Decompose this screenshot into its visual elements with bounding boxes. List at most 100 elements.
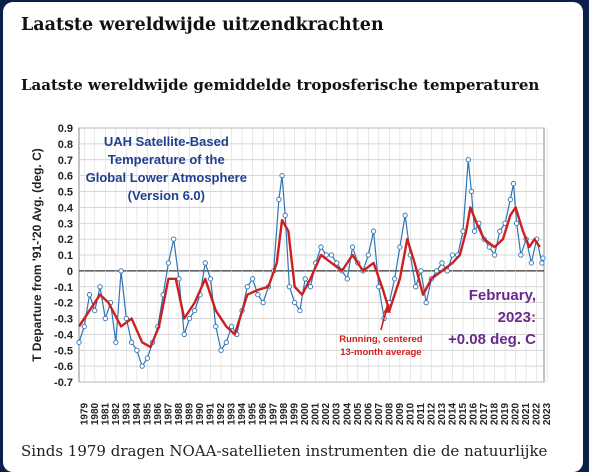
chart-title-line: UAH Satellite-Based (104, 134, 229, 149)
series-monthly-point (539, 260, 545, 266)
x-tick-label: 1980 (90, 402, 101, 425)
series-monthly-point (540, 255, 546, 261)
chart-title-line: Temperature of the (108, 152, 225, 167)
x-tick-label: 2013 (437, 402, 448, 425)
series-monthly-point (349, 244, 356, 250)
series-monthly-point (468, 188, 475, 195)
series-monthly-point (97, 284, 103, 290)
x-tick-label: 1998 (279, 402, 290, 425)
series-monthly-point (439, 260, 445, 266)
x-tick-label: 2002 (321, 402, 332, 425)
series-monthly-point (171, 236, 177, 242)
x-tick-label: 1987 (163, 402, 174, 425)
series-monthly-point (486, 244, 492, 250)
y-tick-label: 0.5 (58, 187, 73, 199)
series-monthly-point (491, 252, 498, 258)
series-monthly-point (81, 323, 87, 330)
x-tick-label: 1981 (100, 402, 111, 425)
section-subheading: Laatste wereldwijde gemiddelde troposfer… (21, 76, 540, 94)
x-tick-label: 2016 (469, 402, 480, 425)
series-monthly-point (276, 196, 282, 203)
x-tick-label: 2014 (447, 402, 458, 425)
series-monthly-point (165, 260, 172, 266)
x-tick-label: 2012 (426, 402, 437, 425)
chart-title-line: Global Lower Atmosphere (86, 170, 247, 185)
series-monthly-point (176, 276, 182, 282)
y-tick-label: 0.8 (58, 139, 73, 151)
series-monthly-point (413, 284, 419, 290)
x-tick-label: 1989 (184, 402, 195, 425)
x-tick-label: 2005 (353, 402, 364, 425)
x-tick-label: 2019 (500, 402, 511, 425)
y-axis-label: T Departure from '91-'20 Avg. (deg. C) (30, 148, 44, 362)
series-monthly-point (186, 315, 193, 322)
series-monthly-point (497, 228, 503, 234)
running-average-label: Running, centered (339, 334, 423, 345)
series-monthly-point (292, 299, 298, 306)
series-monthly-point (260, 299, 266, 306)
y-tick-label: 0.4 (58, 202, 74, 214)
temperature-chart: 0.9 0.8 0.7 0.6 0.5 0.4 0.3 0.2 0.1 0 -0.1 -0.2 -0.3… (19, 112, 554, 437)
x-tick-label: 2010 (405, 402, 416, 425)
series-monthly-point (139, 363, 145, 369)
y-tick-label: 0.3 (58, 218, 73, 230)
y-tick-label: -0.2 (54, 298, 73, 310)
x-tick-label: 2023 (542, 402, 553, 425)
series-monthly-point (513, 220, 520, 226)
x-tick-label: 2000 (300, 402, 311, 425)
x-tick-label: 1996 (258, 402, 269, 425)
x-tick-label: 2003 (332, 402, 343, 425)
latest-value-annotation: +0.08 deg. C (448, 331, 536, 348)
series-monthly-point (418, 268, 424, 274)
series-monthly-point (144, 355, 151, 361)
series-monthly-point (444, 268, 450, 274)
x-tick-label: 2020 (511, 402, 522, 425)
series-monthly-point (207, 276, 214, 282)
series-monthly-point (102, 315, 108, 322)
series-monthly-point (113, 339, 119, 345)
series-monthly-point (391, 276, 398, 282)
series-monthly-point (318, 244, 324, 250)
series-monthly-point (471, 228, 478, 234)
x-tick-label: 2006 (363, 402, 374, 425)
x-tick-label: 2015 (458, 402, 469, 425)
series-monthly-point (282, 212, 288, 218)
series-monthly-point (518, 252, 524, 258)
series-monthly-point (279, 172, 285, 179)
series-monthly-point (228, 323, 235, 330)
y-tick-label: -0.4 (54, 329, 74, 341)
series-monthly-point (423, 299, 429, 306)
y-tick-label: -0.3 (54, 314, 73, 326)
series-monthly-point (213, 323, 219, 330)
y-tick-label: 0.2 (58, 234, 73, 246)
x-tick-label: 1995 (248, 402, 259, 425)
series-monthly-point (307, 284, 314, 290)
y-tick-label: 0.7 (58, 155, 73, 167)
series-monthly-point (202, 260, 208, 266)
y-tick-label: 0.6 (58, 171, 73, 183)
series-monthly-point (507, 196, 513, 203)
x-tick-label: 2007 (374, 402, 385, 425)
series-monthly-point (244, 284, 250, 290)
running-average-arrowhead (383, 305, 392, 313)
x-tick-label: 1994 (237, 402, 248, 425)
x-tick-label: 2001 (311, 402, 322, 425)
series-monthly-point (370, 228, 377, 234)
latest-value-annotation: February, (469, 287, 536, 304)
x-tick-label: 2011 (416, 403, 427, 425)
series-monthly-point (434, 268, 440, 274)
series-monthly-point (397, 244, 403, 250)
series-monthly-point (76, 339, 82, 345)
series-monthly-point (297, 307, 303, 314)
y-tick-label: -0.7 (54, 377, 73, 389)
x-tick-label: 1984 (132, 402, 143, 425)
series-monthly-point (134, 347, 140, 353)
series-monthly-point (123, 315, 129, 322)
chart-svg: 0.9 0.8 0.7 0.6 0.5 0.4 0.3 0.2 0.1 0 -0.1 -0.2 -0.3… (30, 123, 553, 425)
x-tick-label: 2004 (342, 402, 353, 425)
x-tick-label: 2022 (532, 402, 543, 425)
y-tick-label: -0.1 (54, 282, 73, 294)
x-tick-label: 1985 (142, 402, 153, 425)
series-monthly-point (402, 212, 408, 218)
series-monthly-point (218, 347, 224, 353)
